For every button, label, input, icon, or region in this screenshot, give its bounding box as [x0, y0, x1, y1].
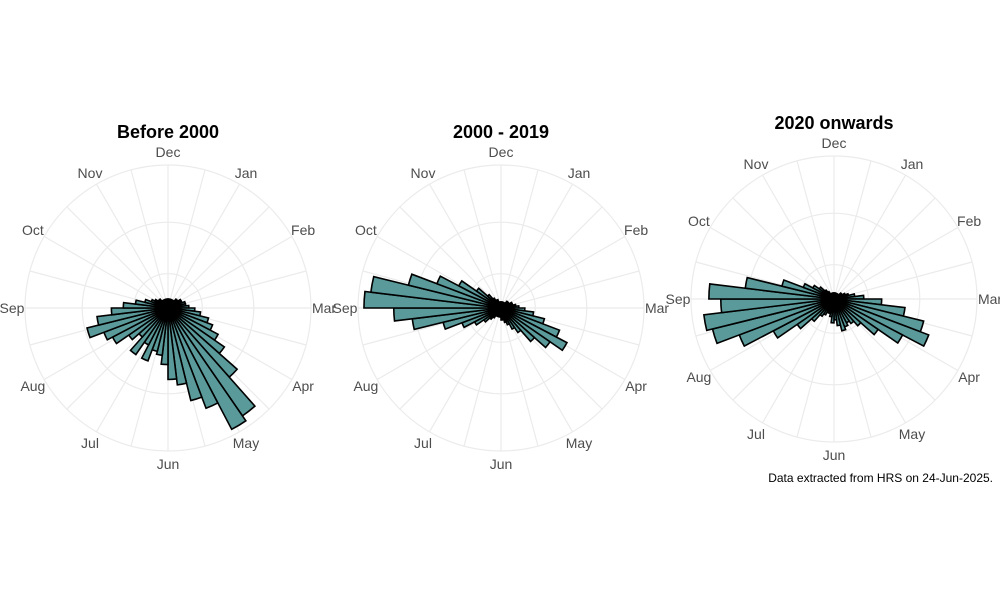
panel-title-2000-2019: 2000 - 2019: [453, 122, 549, 142]
month-label-jun: Jun: [823, 447, 846, 463]
bar-week-52: [832, 292, 835, 300]
panel-title-before-2000: Before 2000: [117, 122, 219, 142]
month-label-jun: Jun: [157, 456, 180, 472]
month-label-jan: Jan: [568, 165, 591, 181]
month-label-feb: Feb: [957, 213, 981, 229]
bar-week-38: [702, 298, 835, 332]
grid-spoke: [500, 183, 574, 309]
polar-panel-before-2000: Jan Feb Mar Apr May Jun Jul Aug Sep Oct Nov Dec: [0, 144, 336, 472]
month-label-apr: Apr: [292, 378, 314, 394]
grid-spoke: [66, 206, 169, 309]
grid-spoke: [833, 261, 973, 300]
month-label-may: May: [899, 426, 925, 442]
month-label-oct: Oct: [355, 222, 377, 238]
month-label-may: May: [566, 435, 592, 451]
month-label-oct: Oct: [688, 213, 710, 229]
grid-spoke: [399, 307, 502, 410]
grid-spoke: [500, 206, 603, 309]
grid-spoke: [167, 206, 270, 309]
month-label-apr: Apr: [625, 378, 647, 394]
bar-week-38: [96, 307, 169, 327]
grid-spoke: [833, 197, 936, 300]
month-label-nov: Nov: [411, 165, 436, 181]
grid-spoke: [500, 235, 626, 309]
bar-week-24: [833, 298, 847, 332]
bar-week-22: [167, 307, 247, 431]
grid-spoke: [761, 298, 835, 424]
data-source-caption: Data extracted from HRS on 24-Jun-2025.: [768, 471, 993, 485]
polar-panel-2020-onwards: Jan Feb Mar Apr May Jun Jul Aug Sep Oct Nov Dec: [666, 135, 1000, 463]
month-label-dec: Dec: [156, 144, 181, 160]
grid-spoke: [500, 169, 539, 309]
month-label-jul: Jul: [81, 435, 99, 451]
grid-spoke: [833, 174, 907, 300]
bar-week-23: [167, 307, 219, 410]
month-label-aug: Aug: [20, 378, 45, 394]
month-label-jan: Jan: [235, 165, 258, 181]
grid-spoke: [732, 197, 835, 300]
grid-spoke: [167, 270, 307, 309]
month-label-nov: Nov: [744, 156, 769, 172]
month-label-jul: Jul: [414, 435, 432, 451]
month-label-feb: Feb: [624, 222, 648, 238]
month-label-mar: Mar: [978, 291, 1000, 307]
grid-spoke: [167, 183, 241, 309]
bar-week-26: [167, 307, 178, 381]
polar-panel-2000-2019: Jan Feb Mar Apr May Jun Jul Aug Sep Oct Nov Dec: [333, 144, 670, 472]
grid-spoke: [761, 174, 835, 300]
grid-spoke: [95, 183, 169, 309]
bar-week-39: [110, 307, 169, 316]
month-label-mar: Mar: [645, 300, 669, 316]
grid-spoke: [43, 235, 169, 309]
grid-spoke: [399, 206, 502, 309]
grid-spoke: [500, 270, 640, 309]
grid-spoke: [428, 183, 502, 309]
month-label-aug: Aug: [353, 378, 378, 394]
month-label-jan: Jan: [901, 156, 924, 172]
month-label-sep: Sep: [333, 300, 358, 316]
month-label-nov: Nov: [78, 165, 103, 181]
month-label-mar: Mar: [312, 300, 336, 316]
grid-spoke: [833, 226, 959, 300]
grid-spoke: [500, 307, 539, 447]
grid-spoke: [796, 160, 835, 300]
grid-spoke: [428, 307, 502, 433]
month-label-oct: Oct: [22, 222, 44, 238]
bar-week-52: [166, 298, 169, 309]
grid-spoke: [833, 160, 872, 300]
grid-spoke: [130, 169, 169, 309]
month-label-feb: Feb: [291, 222, 315, 238]
month-label-may: May: [233, 435, 259, 451]
grid-spoke: [463, 307, 502, 447]
bar-week-24: [167, 307, 203, 402]
month-label-dec: Dec: [822, 135, 847, 151]
grid-spoke: [463, 169, 502, 309]
grid-spoke: [796, 298, 835, 438]
panel-title-2020-onwards: 2020 onwards: [774, 113, 893, 133]
month-label-sep: Sep: [666, 291, 691, 307]
month-label-jun: Jun: [490, 456, 513, 472]
grid-spoke: [167, 235, 293, 309]
month-label-dec: Dec: [489, 144, 514, 160]
month-label-sep: Sep: [0, 300, 25, 316]
month-label-apr: Apr: [958, 369, 980, 385]
bar-week-52: [499, 301, 502, 309]
bar-week-37: [86, 307, 169, 339]
month-label-jul: Jul: [747, 426, 765, 442]
month-label-aug: Aug: [686, 369, 711, 385]
bar-week-25: [167, 307, 188, 386]
grid-spoke: [167, 169, 206, 309]
